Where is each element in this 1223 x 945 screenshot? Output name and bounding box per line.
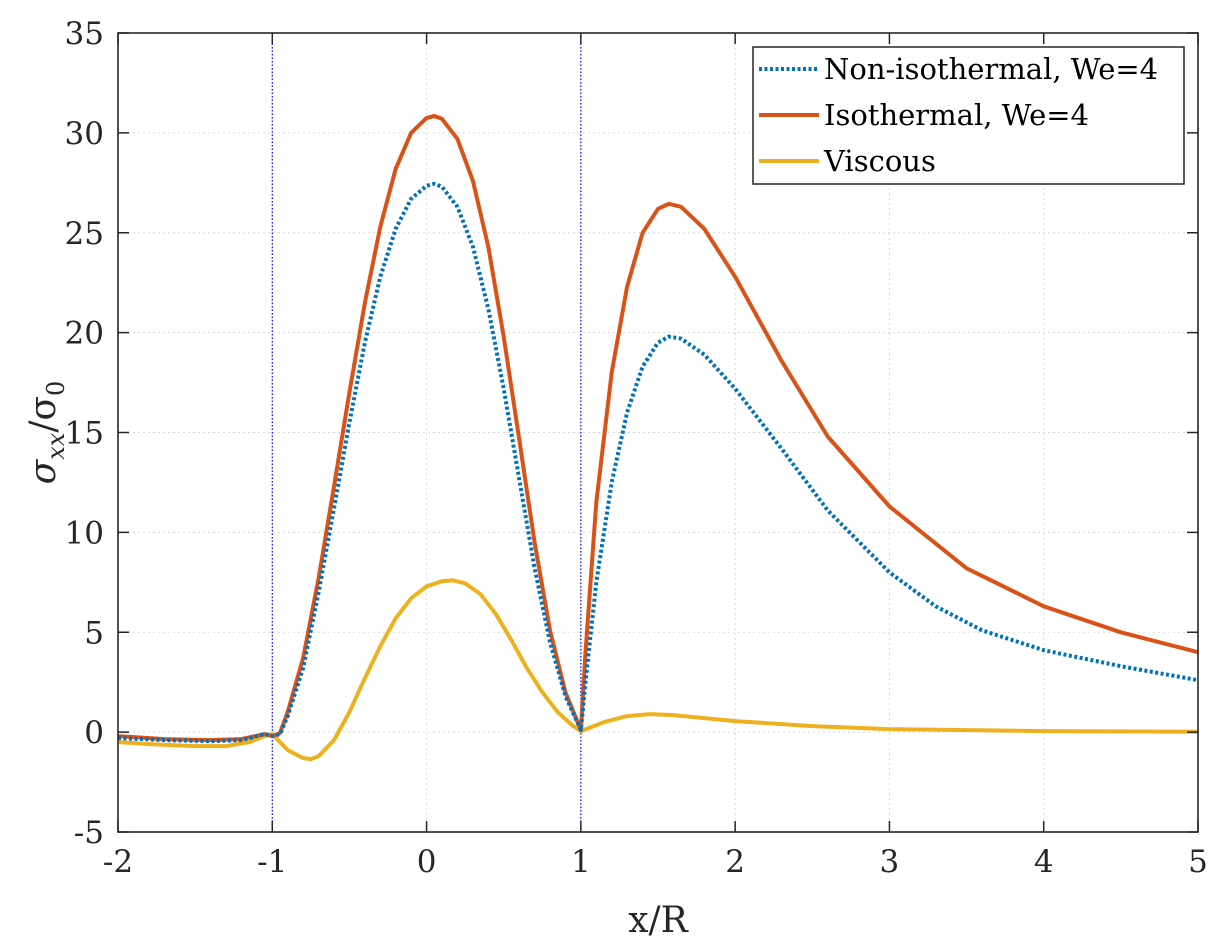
legend-box: [752, 46, 1185, 185]
y-tick-label: 20: [65, 316, 104, 352]
tick-marks: [117, 32, 1199, 833]
plot-area: [118, 113, 1198, 762]
x-tick-label: 0: [417, 844, 437, 880]
x-tick-label: 4: [1034, 844, 1054, 880]
series-group: [118, 113, 1198, 762]
y-axis-label-sub2: 0: [42, 381, 70, 396]
x-tick-label: 5: [1188, 844, 1208, 880]
x-tick-label: 1: [571, 844, 591, 880]
y-tick-label: -5: [74, 815, 104, 851]
y-tick-label: 25: [65, 216, 104, 252]
x-tick-label: 2: [725, 844, 745, 880]
y-axis-label-sep: /σ: [23, 396, 64, 433]
x-tick-label: -2: [103, 844, 133, 880]
y-tick-label: 15: [65, 416, 104, 452]
x-tick-labels: -2 -1 0 1 2 3 4 5: [103, 844, 1208, 880]
legend-label-0: Non-isothermal, We=4: [824, 52, 1158, 86]
y-axis-label-sub1: xx: [42, 432, 70, 460]
legend-label-1: Isothermal, We=4: [824, 98, 1089, 132]
y-tick-label: 35: [65, 16, 104, 52]
legend-label-2: Viscous: [823, 144, 936, 178]
y-tick-label: 30: [65, 116, 104, 152]
y-axis-label: σxx/σ0: [23, 381, 70, 485]
y-tick-labels: -5 0 5 10 15 20 25 30 35: [65, 16, 104, 851]
y-tick-label: 0: [84, 715, 104, 751]
x-tick-label: -1: [257, 844, 287, 880]
x-tick-label: 3: [880, 844, 900, 880]
x-axis-label: x/R: [628, 900, 688, 941]
legend: Non-isothermal, We=4 Isothermal, We=4 Visc…: [752, 46, 1185, 185]
series-line-1: [118, 113, 1198, 743]
y-tick-label: 10: [65, 515, 104, 551]
series-line-0: [118, 181, 1198, 744]
series-line-2: [118, 578, 1198, 762]
y-tick-label: 5: [84, 615, 104, 651]
y-axis-label-sigma: σ: [23, 458, 64, 484]
